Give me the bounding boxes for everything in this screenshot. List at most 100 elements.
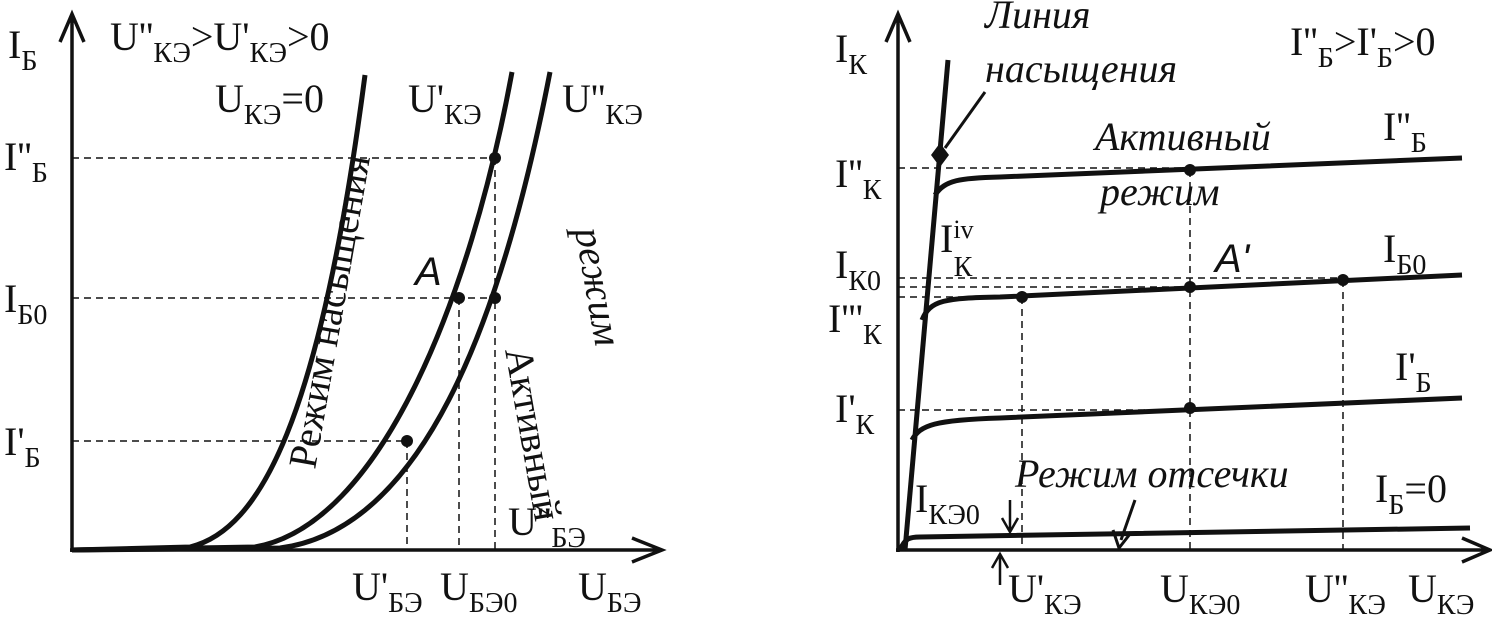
label: режим <box>566 221 632 349</box>
label-text: U'' <box>508 499 551 544</box>
label-text: Линия <box>983 0 1091 37</box>
arrow-up <box>990 551 1010 585</box>
label-text: A' <box>1213 237 1251 281</box>
label-text: I <box>1375 466 1388 511</box>
label-text: I <box>835 242 848 287</box>
label-sub: БЭ <box>607 588 642 619</box>
label-text: U' <box>408 76 444 121</box>
label-text: U <box>578 564 607 609</box>
label-text: U' <box>1008 566 1044 611</box>
saturation-line <box>902 59 951 551</box>
label: I'Б <box>4 419 41 474</box>
label-text: I <box>8 22 21 67</box>
label-sub: К <box>856 410 875 441</box>
label-text: =0 <box>1404 466 1447 511</box>
point <box>453 292 465 304</box>
label-text: I <box>835 26 848 71</box>
label-sub: КЭ <box>249 38 287 69</box>
label-sub: КЭ0 <box>928 500 980 531</box>
label: U'КЭ <box>1008 566 1082 621</box>
label-sub: К <box>863 175 882 206</box>
y-axis <box>58 9 86 552</box>
label: I'Б <box>1395 344 1432 399</box>
point <box>1184 164 1196 176</box>
label-text: I' <box>1395 344 1416 389</box>
pointer <box>1111 499 1137 552</box>
pointer <box>943 91 987 149</box>
label: Линия <box>983 0 1091 37</box>
label: IК0 <box>835 242 881 297</box>
point <box>1184 402 1196 414</box>
label: Активный <box>496 344 571 524</box>
label-text: >0 <box>287 14 330 59</box>
point <box>1016 291 1028 303</box>
label: A' <box>1213 237 1251 281</box>
guide-lines <box>72 157 496 550</box>
label-text: U <box>1408 566 1437 611</box>
label-text: Режим насыщения <box>280 151 379 471</box>
label-text: Активный <box>1092 114 1271 159</box>
label: насыщения <box>985 46 1177 91</box>
label-text: Активный <box>496 344 571 524</box>
label-sub: БЭ <box>551 523 586 554</box>
left-panel <box>58 9 667 564</box>
label: UБЭ <box>578 564 641 619</box>
label-sub: Б <box>1388 490 1404 521</box>
label: IБ0 <box>1383 226 1426 281</box>
label-sub: Б <box>21 46 37 77</box>
label-text: режим <box>1097 169 1220 214</box>
label-sub: К0 <box>848 266 881 297</box>
label-sub: Б <box>32 158 48 189</box>
label-sub: Б <box>1377 43 1393 74</box>
label-sub: КЭ <box>1044 590 1082 621</box>
curve <box>71 71 515 553</box>
label-sub: Б0 <box>17 300 47 331</box>
label: UКЭ=0 <box>215 76 324 131</box>
label-text: I''' <box>828 296 863 341</box>
label-sub: К <box>954 252 973 283</box>
label: IБ0 <box>4 276 47 331</box>
point <box>401 435 413 447</box>
label: режим <box>1097 169 1220 214</box>
label-sub: КЭ0 <box>1189 590 1241 621</box>
y-axis <box>884 9 912 552</box>
point <box>1337 274 1349 286</box>
label-text: U'' <box>562 76 605 121</box>
label-sub: БЭ <box>388 588 423 619</box>
curve <box>71 74 368 553</box>
x-axis <box>896 536 1492 564</box>
label-text: I <box>4 276 17 321</box>
label-sub: Б0 <box>1396 250 1426 281</box>
label: Активный <box>1092 114 1271 159</box>
label: UБЭ0 <box>440 564 517 619</box>
label-text: U'' <box>110 14 153 59</box>
curve <box>897 525 1471 552</box>
point <box>1184 281 1196 293</box>
label-sub: Б <box>1318 43 1334 74</box>
label-sub: КЭ <box>1437 590 1475 621</box>
label-text: I'' <box>835 151 863 196</box>
label-text: насыщения <box>985 46 1177 91</box>
curve <box>71 71 553 553</box>
label-sub: КЭ <box>244 100 282 131</box>
label-text: U <box>215 76 244 121</box>
label-sub: КЭ <box>444 100 482 131</box>
label-text: U' <box>352 564 388 609</box>
curve <box>932 155 1463 197</box>
label: U''КЭ <box>1305 566 1386 621</box>
label-text: I'' <box>1383 104 1411 149</box>
arrow-down <box>1000 500 1020 535</box>
pointer-head <box>931 143 949 167</box>
label-text: I <box>1383 226 1396 271</box>
label: I''Б>I'Б>0 <box>1290 19 1436 74</box>
label: U'БЭ <box>352 564 423 619</box>
label-text: >I' <box>1334 19 1377 64</box>
label: UКЭ <box>1408 566 1474 621</box>
label: UКЭ0 <box>1160 566 1240 621</box>
label: U''КЭ <box>562 76 643 131</box>
label: IКЭ0 <box>915 476 980 531</box>
label-text: >U' <box>191 14 250 59</box>
label-text: =0 <box>281 76 324 121</box>
label: IК <box>835 26 867 81</box>
point <box>489 292 501 304</box>
